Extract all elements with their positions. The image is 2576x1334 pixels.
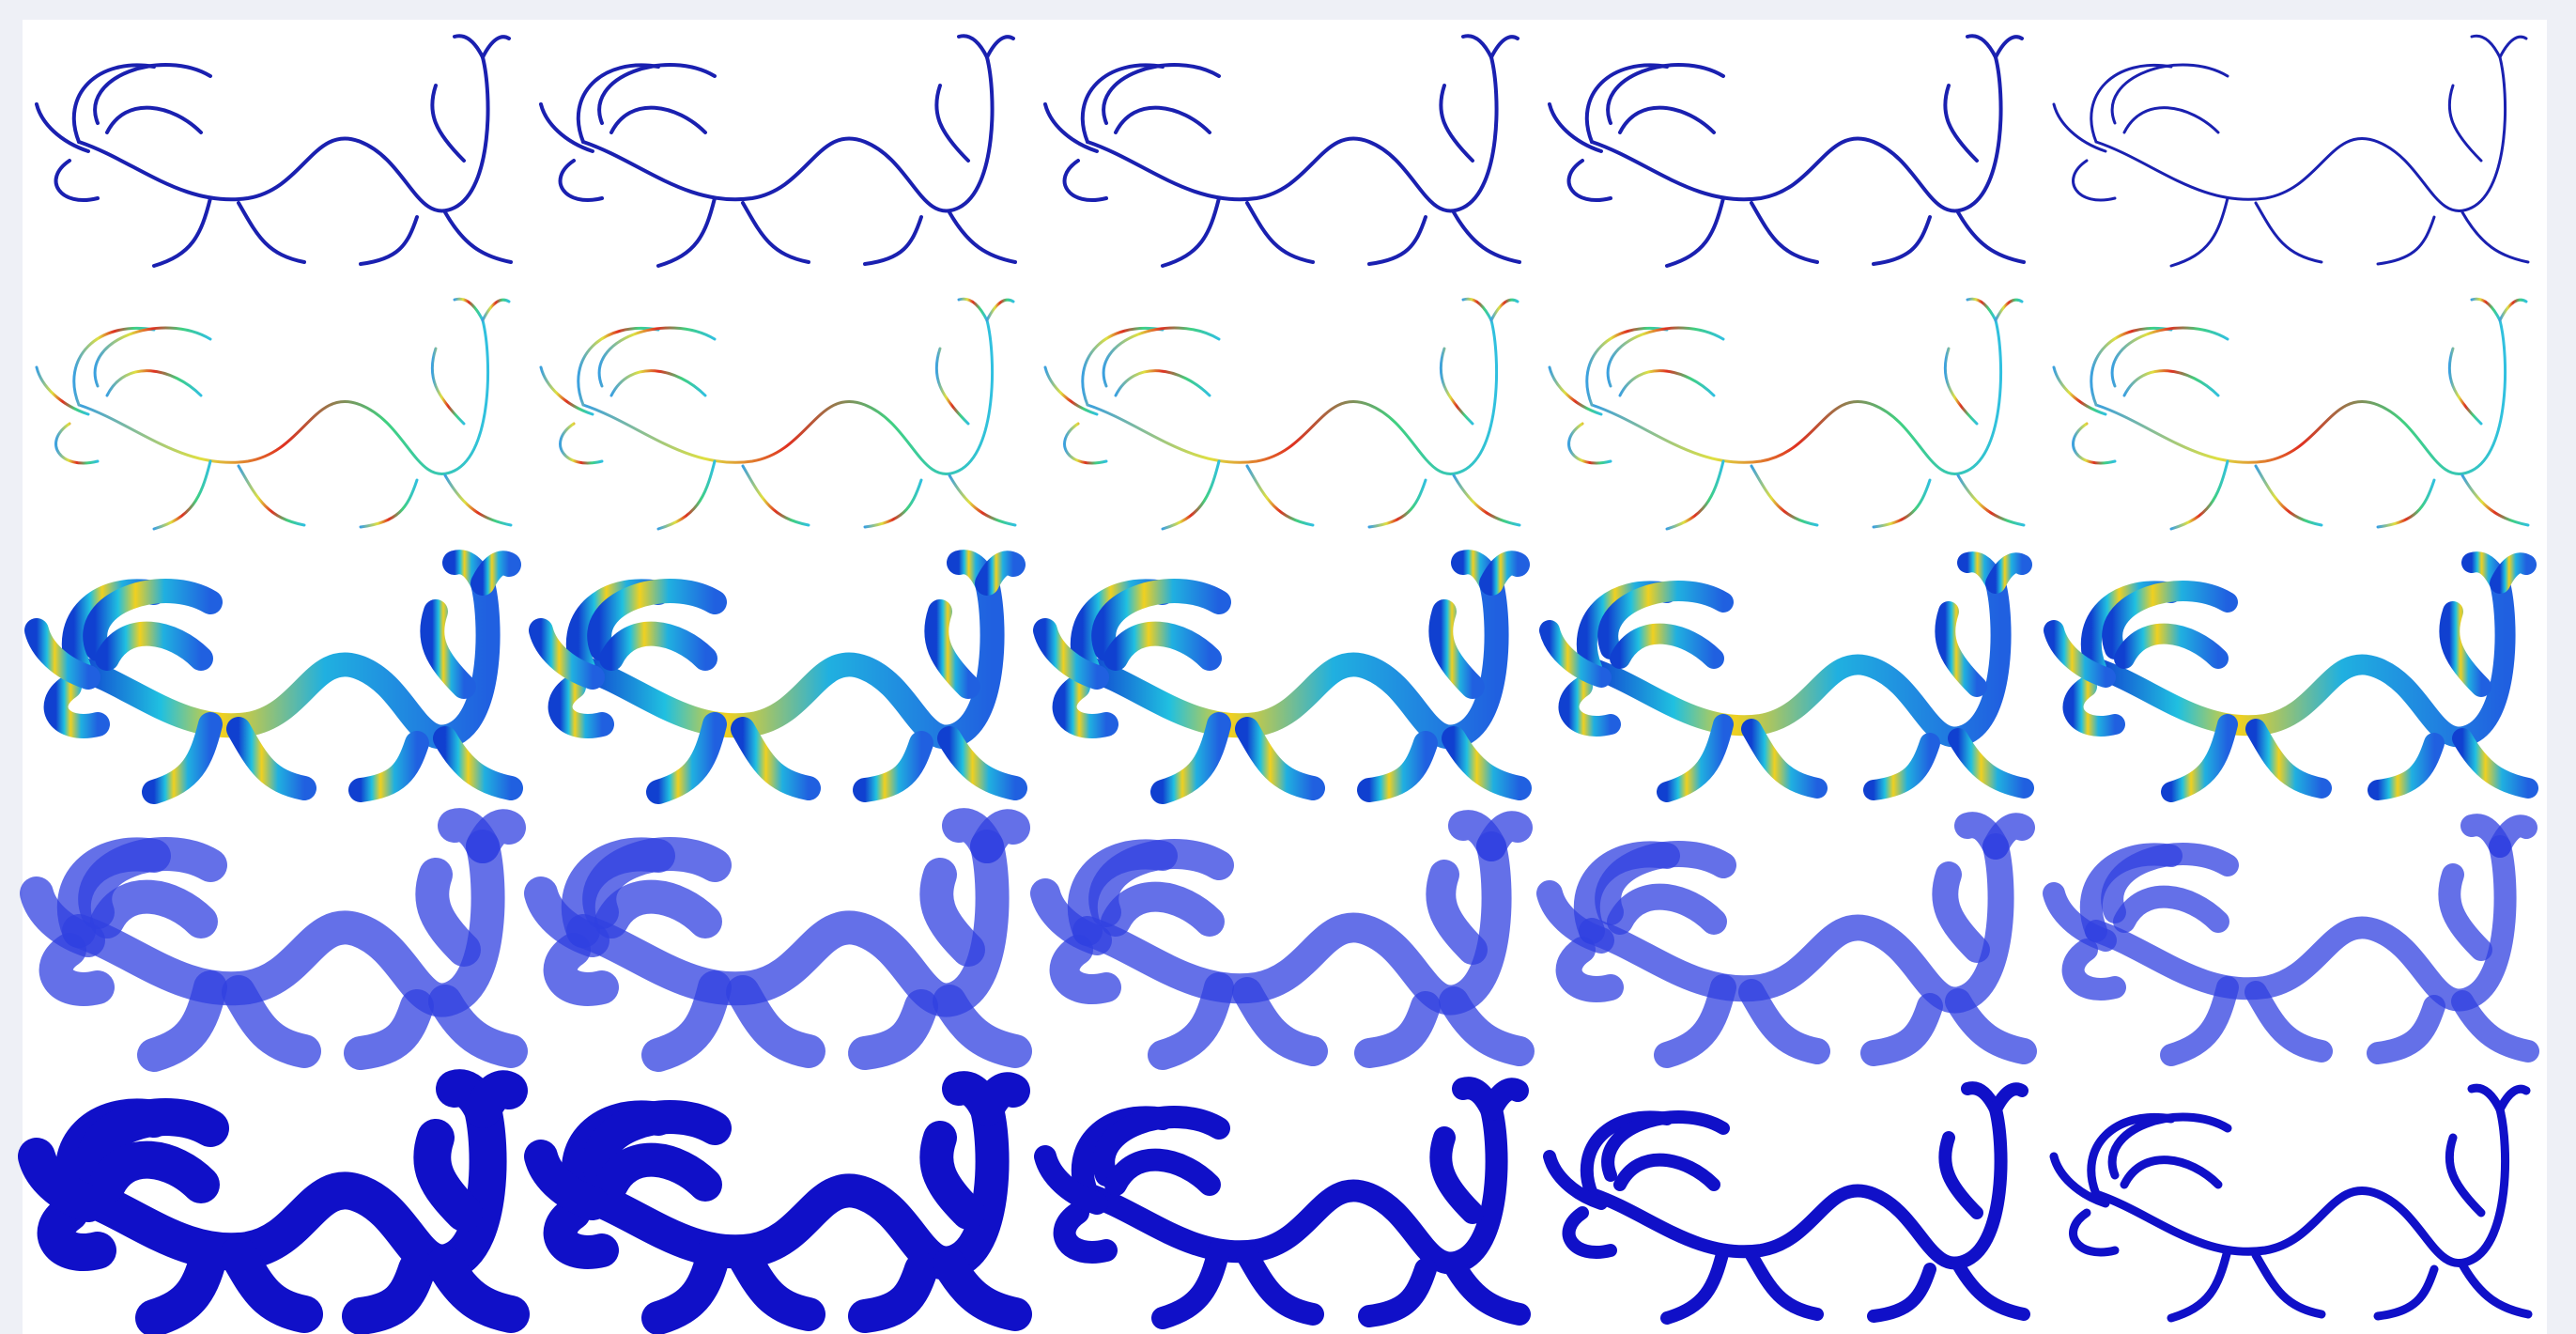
page (0, 0, 2576, 1334)
panel (23, 20, 2547, 1334)
figure (0, 0, 2576, 1334)
